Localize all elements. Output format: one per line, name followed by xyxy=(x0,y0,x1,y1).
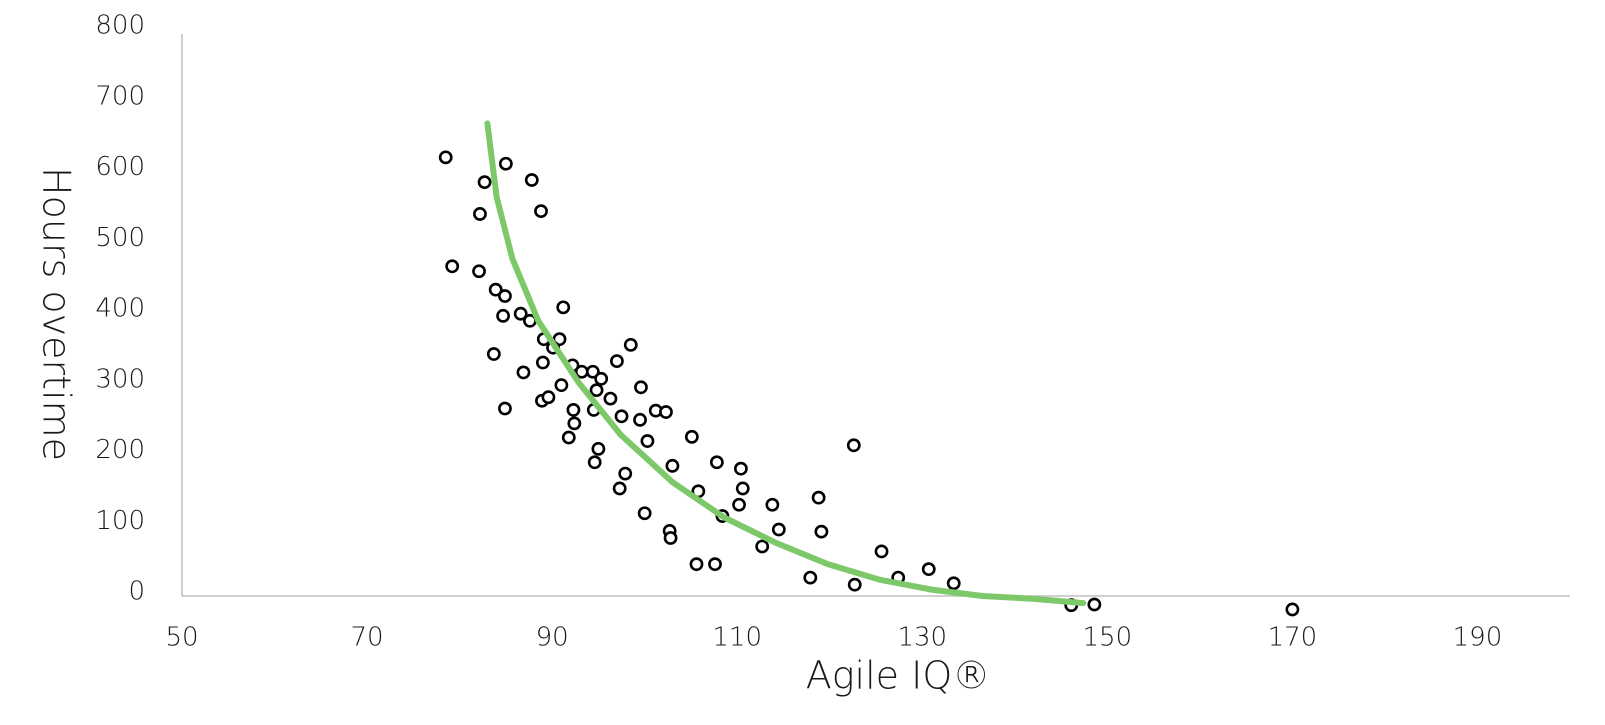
data-point xyxy=(516,365,531,380)
data-point xyxy=(874,544,889,559)
data-point xyxy=(771,522,786,537)
data-point xyxy=(765,497,780,512)
data-point xyxy=(477,175,492,190)
data-point xyxy=(486,347,501,361)
data-point xyxy=(496,308,510,323)
data-point xyxy=(589,383,604,398)
data-point xyxy=(614,409,629,424)
data-point xyxy=(612,481,627,496)
data-point xyxy=(473,207,487,221)
x-tick-label: 50 xyxy=(165,623,198,653)
data-point xyxy=(637,506,652,521)
data-point xyxy=(585,364,600,379)
data-point xyxy=(847,577,862,592)
x-tick-label: 190 xyxy=(1453,623,1503,653)
x-axis-title: Agile IQ® xyxy=(806,654,991,698)
data-point xyxy=(498,156,513,171)
data-point xyxy=(814,524,829,539)
data-point xyxy=(735,481,750,496)
data-point xyxy=(535,355,550,370)
y-tick-label: 100 xyxy=(95,506,145,536)
data-point xyxy=(732,497,746,512)
data-point xyxy=(566,403,581,417)
data-point xyxy=(640,434,655,448)
data-point xyxy=(594,371,609,386)
data-point xyxy=(708,557,722,572)
data-point xyxy=(587,455,602,470)
data-point xyxy=(472,264,486,279)
data-point xyxy=(663,531,678,545)
data-point xyxy=(803,570,818,585)
data-point xyxy=(603,391,618,406)
data-point xyxy=(554,378,569,393)
y-tick-label: 500 xyxy=(95,223,145,253)
data-point xyxy=(634,380,648,395)
data-point xyxy=(846,438,861,453)
x-tick-label: 170 xyxy=(1268,623,1318,653)
data-point xyxy=(659,405,673,419)
data-point xyxy=(633,412,647,427)
data-point xyxy=(513,306,528,321)
data-point xyxy=(561,430,576,445)
data-point xyxy=(574,364,589,379)
data-point xyxy=(567,416,582,431)
data-point xyxy=(755,539,770,554)
data-point xyxy=(1087,597,1102,612)
data-point xyxy=(623,337,638,352)
y-tick-label: 800 xyxy=(95,11,145,41)
data-point xyxy=(498,289,512,303)
data-point xyxy=(709,455,724,470)
data-point xyxy=(618,466,633,481)
data-point xyxy=(684,429,699,444)
x-tick-label: 70 xyxy=(351,623,384,653)
data-point xyxy=(1285,602,1300,617)
data-point xyxy=(445,259,460,274)
trend-line xyxy=(484,120,1087,607)
data-point xyxy=(438,150,453,165)
y-tick-label: 700 xyxy=(95,81,145,111)
y-tick-label: 0 xyxy=(128,577,145,607)
data-point xyxy=(921,562,936,577)
data-point xyxy=(498,401,512,416)
data-point xyxy=(541,390,556,405)
x-tick-label: 90 xyxy=(536,623,569,653)
data-point xyxy=(488,282,503,297)
data-point xyxy=(734,461,748,476)
y-tick-label: 200 xyxy=(95,435,145,465)
data-point xyxy=(665,458,680,473)
data-point xyxy=(591,441,606,456)
data-point xyxy=(610,354,624,369)
data-point xyxy=(524,173,539,187)
y-axis-title: Hours overtime xyxy=(35,167,79,461)
x-tick-label: 150 xyxy=(1083,623,1133,653)
y-tick-label: 300 xyxy=(95,364,145,394)
data-point xyxy=(534,204,548,219)
data-point xyxy=(689,557,704,572)
data-point xyxy=(946,576,961,591)
y-tick-label: 400 xyxy=(95,294,145,324)
x-tick-label: 130 xyxy=(897,623,947,653)
data-point xyxy=(811,490,826,505)
y-tick-label: 600 xyxy=(95,152,145,182)
data-point xyxy=(556,300,571,315)
x-tick-label: 110 xyxy=(712,623,762,653)
